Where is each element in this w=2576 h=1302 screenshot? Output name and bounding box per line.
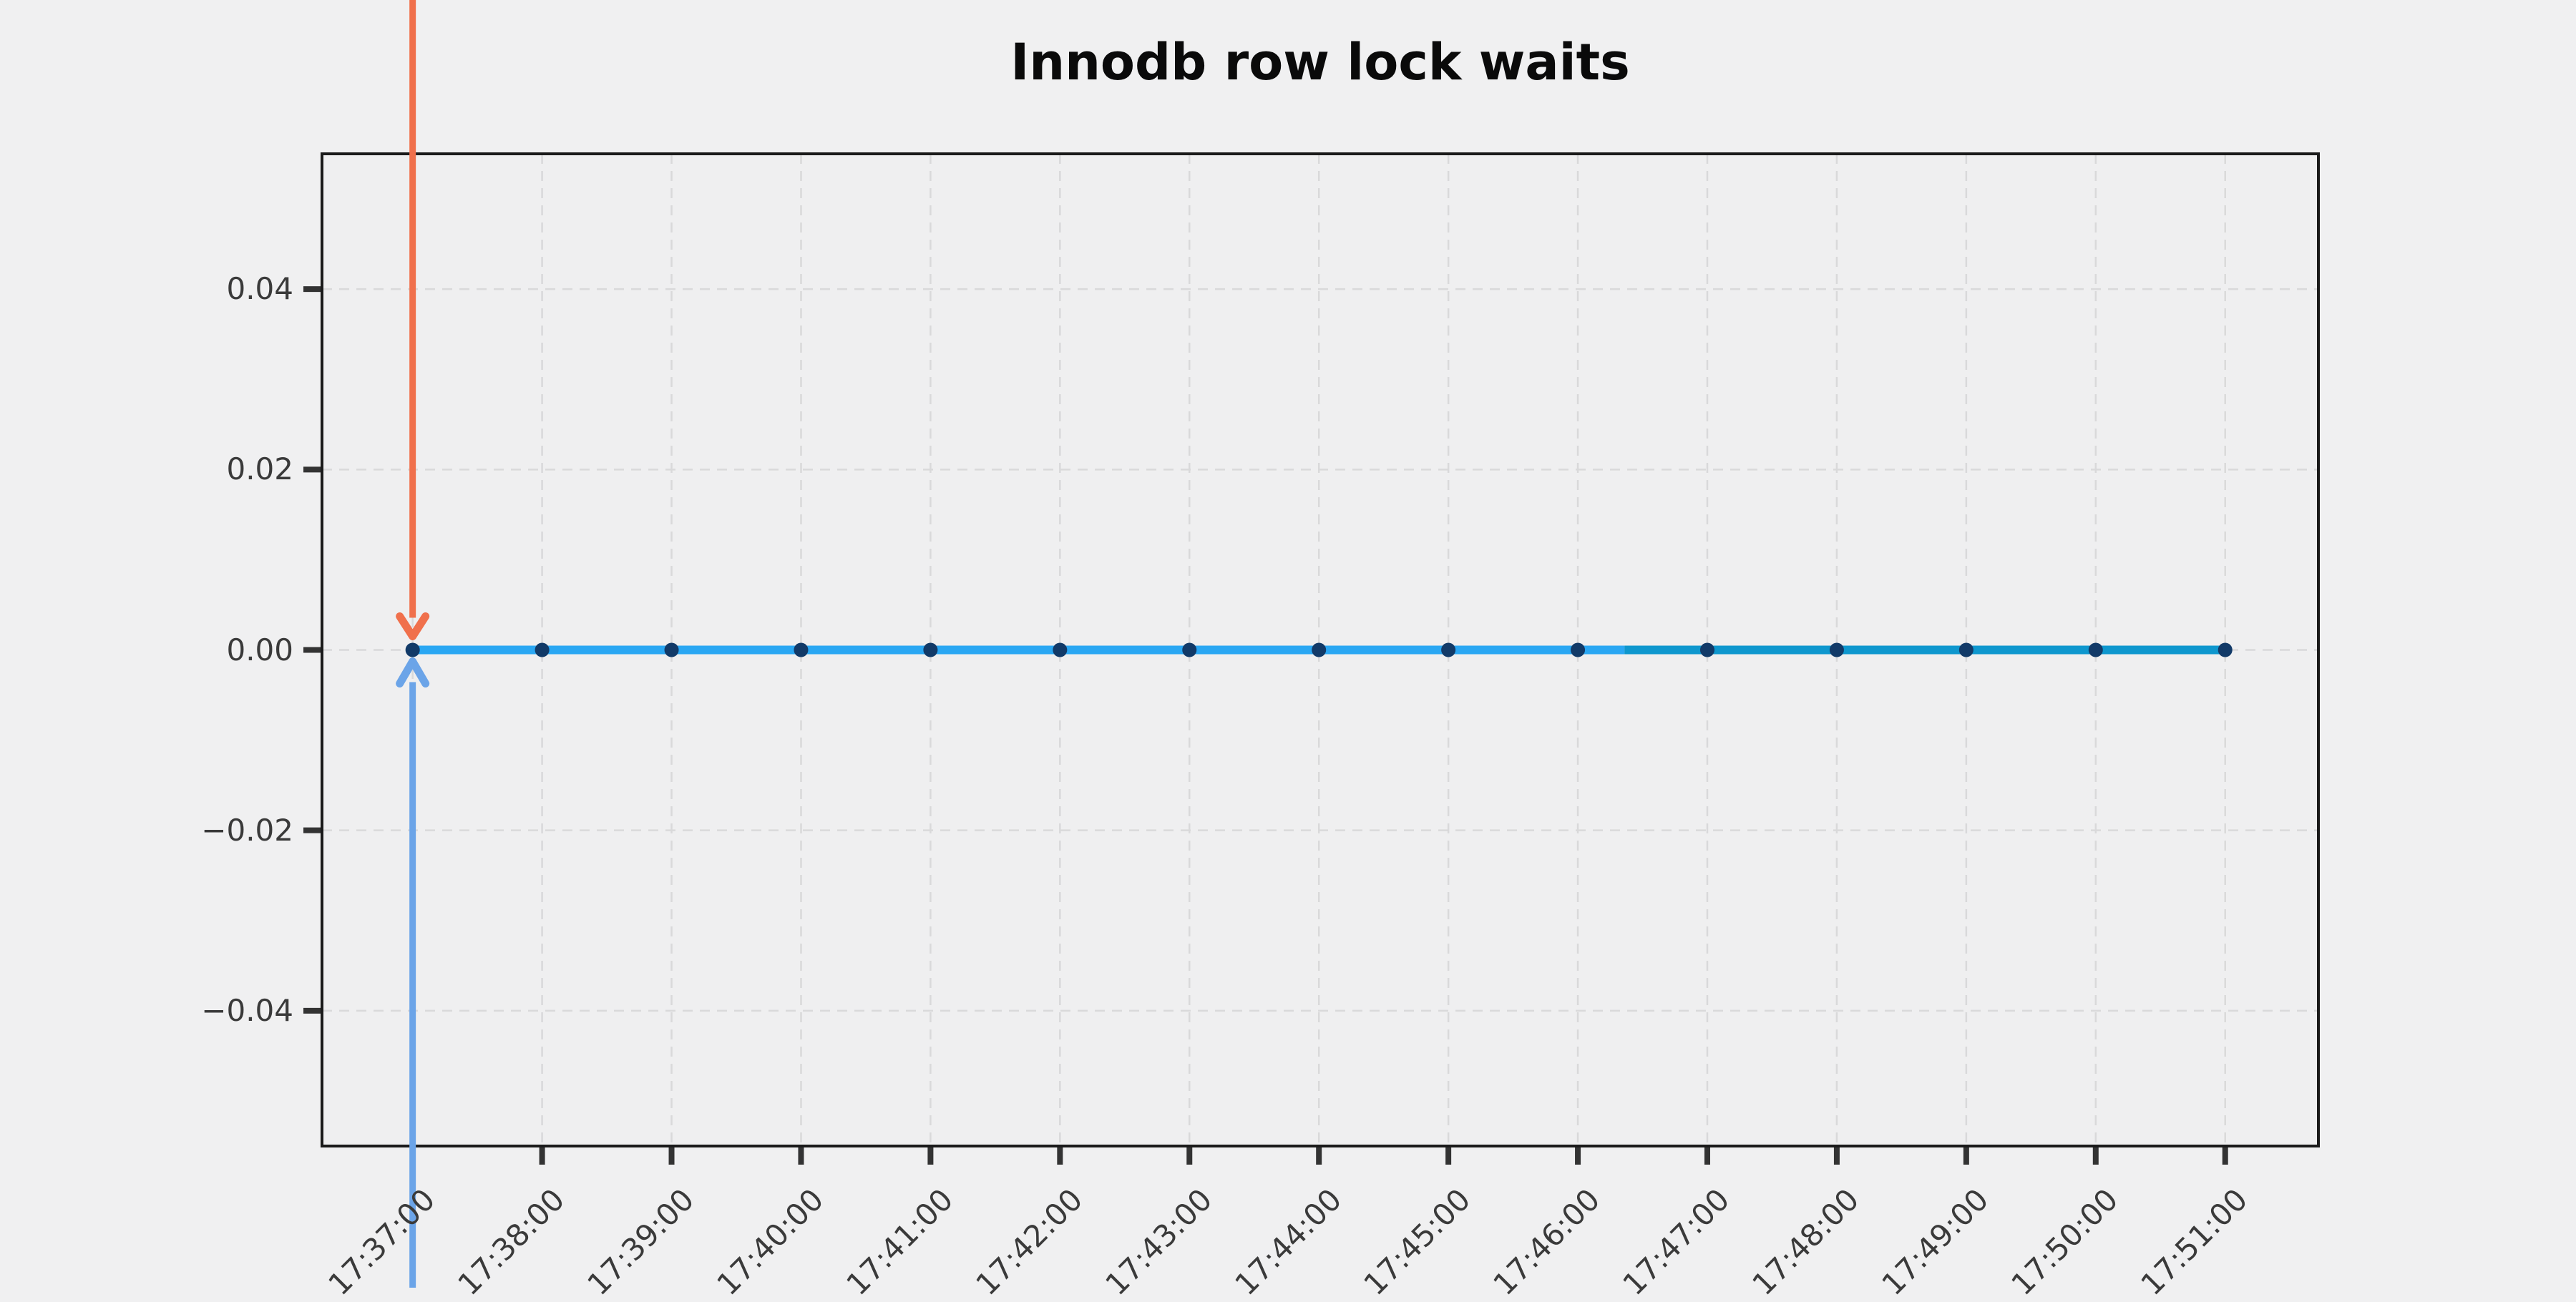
plot-border — [321, 152, 2320, 1147]
y-tick-label: −0.02 — [201, 812, 293, 848]
data-point — [1053, 642, 1068, 657]
y-tick-label: −0.04 — [201, 992, 293, 1028]
data-point — [1958, 642, 1974, 657]
data-point — [1699, 642, 1714, 657]
y-tick-label: 0.00 — [226, 632, 293, 667]
data-point — [405, 642, 420, 657]
data-point — [1312, 642, 1327, 657]
data-point — [1571, 642, 1586, 657]
y-tick-label: 0.02 — [226, 451, 293, 487]
data-point — [2088, 642, 2103, 657]
blue-up-arrow-head-icon — [396, 657, 430, 687]
y-tick-label: 0.04 — [226, 271, 293, 307]
orange-down-arrow-head-icon — [396, 612, 430, 640]
data-point — [1182, 642, 1197, 657]
data-point — [1829, 642, 1844, 657]
data-point — [535, 642, 550, 657]
data-point — [794, 642, 809, 657]
chart-title: Innodb row lock waits — [1010, 33, 1630, 92]
data-point — [2218, 642, 2233, 657]
data-point — [1441, 642, 1456, 657]
data-point — [664, 642, 679, 657]
data-point — [923, 642, 938, 657]
